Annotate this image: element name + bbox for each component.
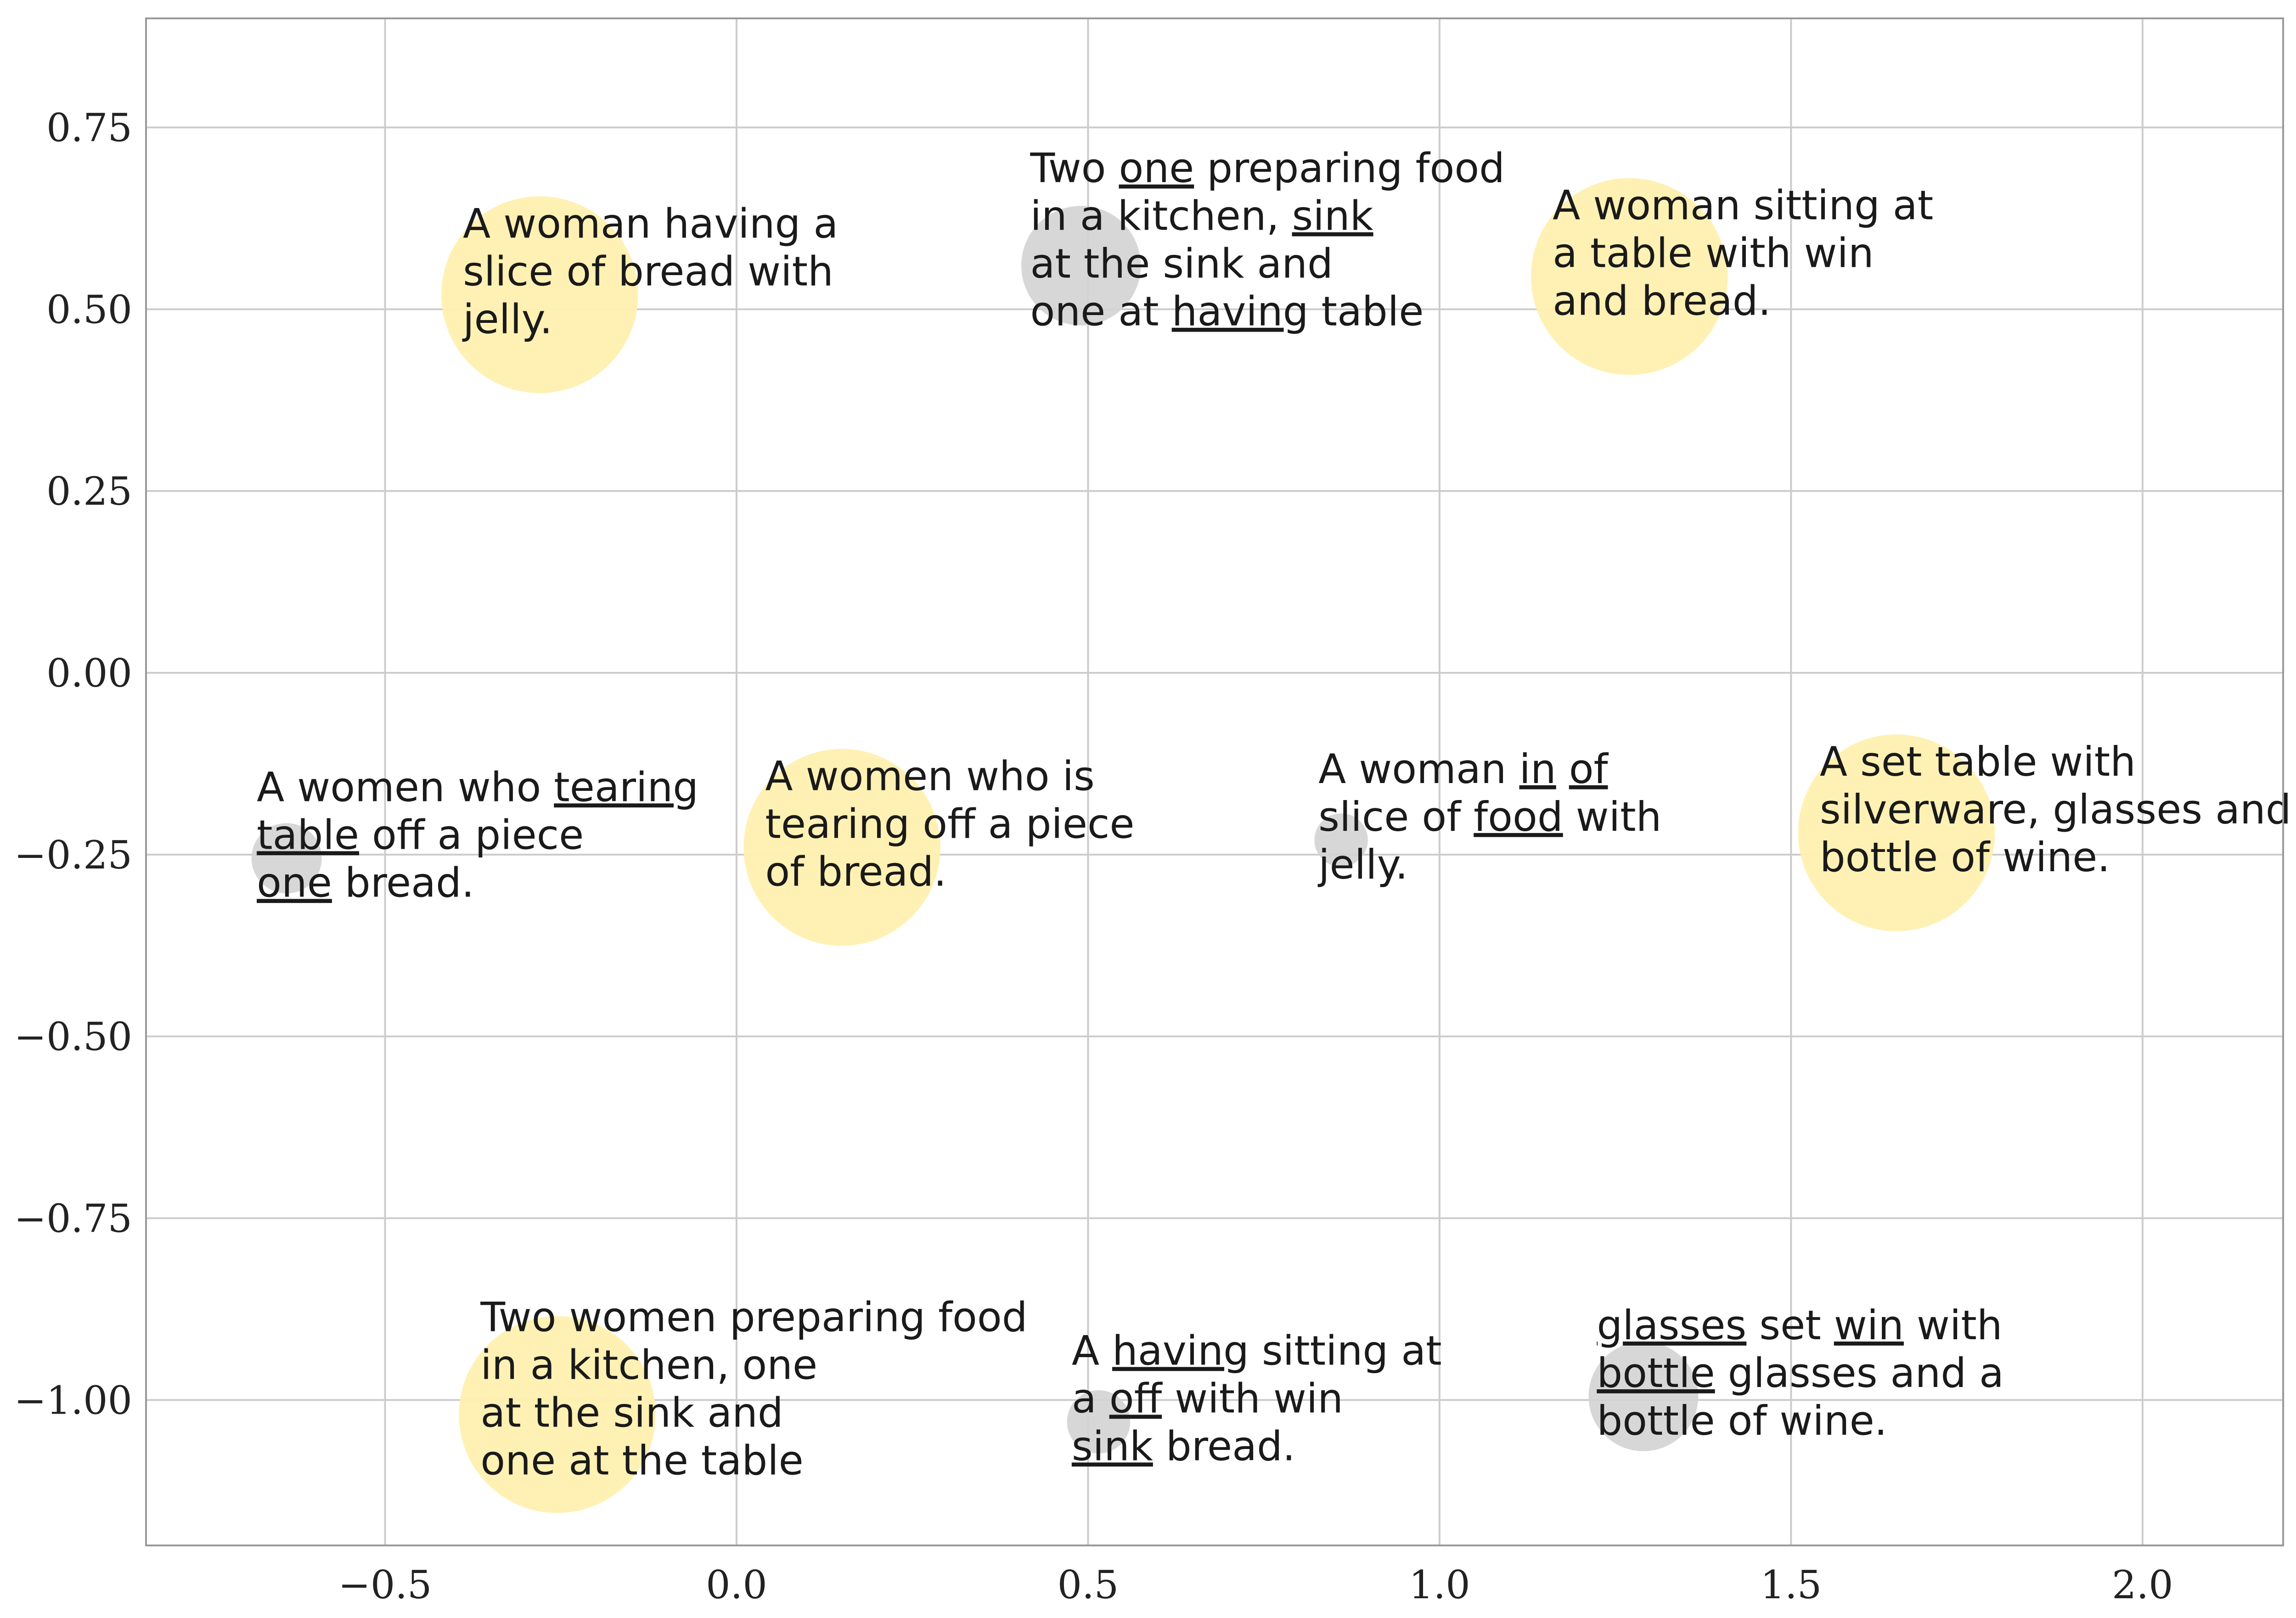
underlined-word: win xyxy=(1834,1302,1904,1349)
annotation-segment: A woman sitting at xyxy=(1553,182,1933,229)
annotation-segment: jelly. xyxy=(462,295,552,343)
annotation-segment: a xyxy=(1072,1375,1109,1422)
annotation-segment: slice of bread with xyxy=(463,248,833,295)
underlined-word: one xyxy=(1119,145,1194,192)
underlined-word: off xyxy=(1109,1375,1163,1422)
annotations-layer: A woman having a slice of bread with jelly… xyxy=(257,145,2296,1484)
annotation-segment: at the sink and xyxy=(480,1389,783,1436)
annotation-segment: table xyxy=(1309,288,1424,335)
original-bubble-3 xyxy=(1531,178,1728,375)
y-tick-label: 0.00 xyxy=(46,651,132,696)
perturbed-bubble-2 xyxy=(1021,206,1141,326)
y-tick-label: −1.00 xyxy=(14,1378,132,1423)
annotation-segment: A woman having a xyxy=(463,200,838,247)
annotation-1: A woman having a slice of bread with jelly… xyxy=(462,200,838,343)
underlined-word: sink xyxy=(1072,1422,1153,1470)
annotation-segment: bottle of wine. xyxy=(1820,834,2110,881)
annotation-segment: A woman xyxy=(1318,745,1519,793)
original-bubble-5 xyxy=(743,749,940,946)
annotation-segment: bottle of wine. xyxy=(1597,1397,1887,1444)
annotation-6: A woman in of slice of food with jelly. xyxy=(1317,745,1661,888)
annotation-segment: at the sink and xyxy=(1030,240,1333,288)
y-tick-label: −0.50 xyxy=(14,1015,132,1060)
annotation-segment: A set table with xyxy=(1820,738,2136,785)
bubbles-layer xyxy=(251,178,1995,1513)
annotation-segment: one at the table xyxy=(480,1437,803,1484)
annotation-segment: A women who is xyxy=(765,753,1094,800)
annotation-segment: with win xyxy=(1162,1375,1343,1422)
x-tick-label: 0.0 xyxy=(706,1562,767,1607)
underlined-word: food xyxy=(1474,793,1563,840)
annotation-8: Two women preparing food in a kitchen, on… xyxy=(480,1293,1027,1484)
underlined-word: sink xyxy=(1292,192,1373,240)
annotation-segment: glasses and a xyxy=(1715,1349,2004,1397)
y-tick-label: 0.25 xyxy=(46,469,132,514)
annotation-segment: one at xyxy=(1030,288,1172,335)
annotation-segment: tearing off a piece xyxy=(765,801,1134,848)
underlined-word: bottle xyxy=(1597,1349,1715,1397)
y-tick-label: −0.25 xyxy=(14,833,132,878)
annotation-2: Two one preparing food in a kitchen, sink… xyxy=(1030,145,1505,335)
annotation-segment: slice of xyxy=(1318,793,1474,840)
perturbed-bubble-6 xyxy=(1314,813,1368,867)
y-axis-ticks: −1.00 −0.75 −0.50 −0.25 0.00 0.25 0.50 0.75 xyxy=(14,106,132,1423)
underlined-word: of xyxy=(1569,745,1609,793)
annotation-segment: silverware, glasses and a xyxy=(1820,786,2296,833)
perturbed-bubble-10 xyxy=(1588,1342,1699,1451)
x-axis-ticks: −0.5 0.0 0.5 1.0 1.5 2.0 xyxy=(338,1562,2173,1607)
underlined-word: glasses xyxy=(1597,1302,1746,1349)
underlined-word: in xyxy=(1519,745,1556,793)
annotation-segment: A women who xyxy=(257,763,554,811)
underlined-word: table xyxy=(257,811,359,858)
annotation-9: A having sitting at a off with win sink br… xyxy=(1072,1327,1442,1470)
annotation-segment: a table with win xyxy=(1553,230,1874,277)
annotation-10: glasses set win with bottle glasses and a… xyxy=(1597,1302,2004,1444)
y-tick-label: −0.75 xyxy=(14,1196,132,1241)
x-tick-label: 0.5 xyxy=(1058,1562,1119,1607)
underlined-word: having xyxy=(1172,288,1309,335)
original-bubble-8 xyxy=(459,1316,656,1513)
annotation-4: A women who tearing table off a piece one … xyxy=(257,763,698,906)
annotation-segment: in a kitchen, xyxy=(1030,192,1292,240)
annotation-segment: Two xyxy=(1030,145,1119,192)
x-tick-label: 1.5 xyxy=(1761,1562,1822,1607)
underlined-word: one xyxy=(257,859,332,906)
y-tick-label: 0.75 xyxy=(46,106,132,151)
annotation-segment: set xyxy=(1746,1302,1834,1349)
annotation-3: A woman sitting at a table with win and br… xyxy=(1553,182,1933,325)
annotation-segment: bread. xyxy=(332,859,474,906)
annotation-segment xyxy=(1556,745,1569,793)
annotation-segment: sitting at xyxy=(1249,1327,1442,1374)
underlined-word: having xyxy=(1112,1327,1249,1374)
perturbed-bubble-4 xyxy=(251,823,322,894)
x-tick-label: −0.5 xyxy=(338,1562,432,1607)
original-bubble-1 xyxy=(441,196,638,393)
annotation-segment: preparing food xyxy=(1194,145,1505,192)
annotation-segment: bread. xyxy=(1153,1422,1295,1470)
underlined-word: tearing xyxy=(554,763,698,811)
annotation-segment: with xyxy=(1563,793,1662,840)
annotation-segment: and bread. xyxy=(1553,277,1771,325)
plot-frame xyxy=(145,17,2284,1546)
annotation-5: A women who is tearing off a piece of brea… xyxy=(765,753,1134,896)
x-tick-label: 2.0 xyxy=(2112,1562,2173,1607)
annotation-segment: in a kitchen, one xyxy=(480,1341,817,1388)
annotation-segment: off a piece xyxy=(359,811,584,858)
annotation-segment: of bread. xyxy=(765,848,946,896)
annotation-segment: Two women preparing food xyxy=(480,1293,1027,1341)
perturbed-bubble-9 xyxy=(1067,1390,1131,1454)
y-tick-label: 0.50 xyxy=(46,287,132,332)
annotation-segment: jelly. xyxy=(1317,841,1408,888)
original-bubble-7 xyxy=(1798,734,1995,931)
annotation-7: A set table with silverware, glasses and … xyxy=(1820,738,2296,881)
x-tick-label: 1.0 xyxy=(1409,1562,1470,1607)
annotation-segment: with xyxy=(1904,1302,2003,1349)
annotation-segment: A xyxy=(1072,1327,1112,1374)
